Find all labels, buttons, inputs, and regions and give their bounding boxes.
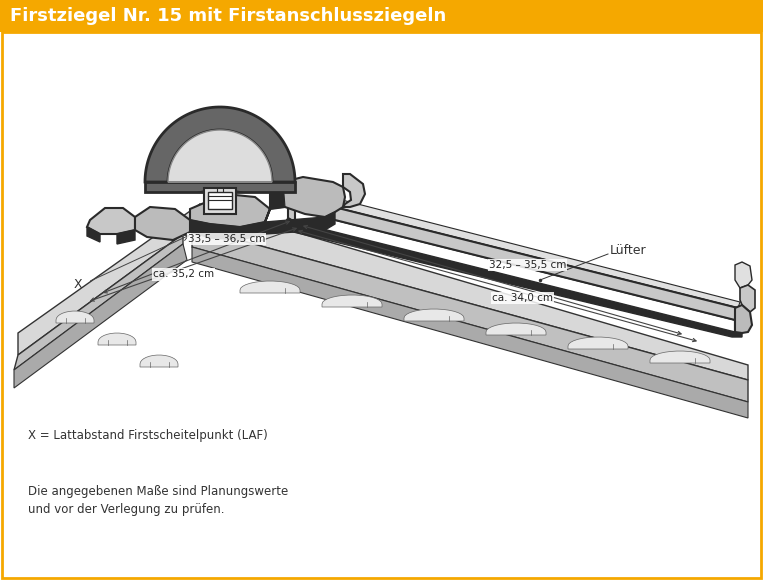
Text: 33,5 – 36,5 cm: 33,5 – 36,5 cm (188, 234, 266, 244)
Polygon shape (192, 247, 748, 418)
Polygon shape (270, 182, 285, 209)
Polygon shape (568, 337, 628, 349)
Text: Lüfter: Lüfter (610, 244, 646, 256)
Text: Firstziegel Nr. 15 mit Firstanschlussziegeln: Firstziegel Nr. 15 mit Firstanschlusszie… (10, 7, 446, 25)
Polygon shape (404, 309, 464, 321)
Polygon shape (87, 227, 100, 242)
Polygon shape (735, 305, 752, 333)
Polygon shape (298, 190, 740, 308)
Bar (204, 188, 236, 214)
Polygon shape (14, 244, 187, 388)
Text: ca. 35,2 cm: ca. 35,2 cm (153, 270, 214, 280)
Polygon shape (322, 295, 382, 307)
Polygon shape (192, 204, 748, 380)
Polygon shape (740, 285, 755, 312)
Polygon shape (18, 204, 200, 355)
Polygon shape (56, 311, 94, 323)
Polygon shape (650, 351, 710, 363)
Polygon shape (117, 230, 135, 244)
Bar (0, 0, 763, 32)
Text: ca. 34,0 cm: ca. 34,0 cm (492, 293, 553, 303)
Polygon shape (240, 281, 300, 293)
Polygon shape (87, 208, 135, 234)
Text: 32,5 – 35,5 cm: 32,5 – 35,5 cm (489, 260, 566, 270)
Polygon shape (98, 333, 136, 345)
Polygon shape (295, 198, 738, 320)
Polygon shape (265, 177, 345, 222)
Polygon shape (285, 218, 742, 337)
Polygon shape (145, 107, 295, 182)
Polygon shape (140, 355, 178, 367)
Polygon shape (343, 174, 365, 207)
Polygon shape (288, 190, 742, 333)
Polygon shape (190, 220, 265, 240)
Polygon shape (735, 262, 752, 288)
Text: X: X (74, 278, 82, 292)
Polygon shape (486, 323, 546, 335)
Polygon shape (265, 212, 335, 234)
Text: Die angegebenen Maße sind Planungswerte: Die angegebenen Maße sind Planungswerte (28, 485, 288, 498)
Polygon shape (14, 234, 183, 370)
Text: und vor der Verlegung zu prüfen.: und vor der Verlegung zu prüfen. (28, 503, 224, 517)
Polygon shape (135, 207, 190, 240)
Polygon shape (192, 227, 748, 402)
Bar (208, 192, 232, 209)
Polygon shape (168, 130, 272, 182)
Polygon shape (190, 194, 270, 227)
Polygon shape (145, 182, 295, 192)
Text: X = Lattabstand Firstscheitelpunkt (LAF): X = Lattabstand Firstscheitelpunkt (LAF) (28, 429, 268, 441)
